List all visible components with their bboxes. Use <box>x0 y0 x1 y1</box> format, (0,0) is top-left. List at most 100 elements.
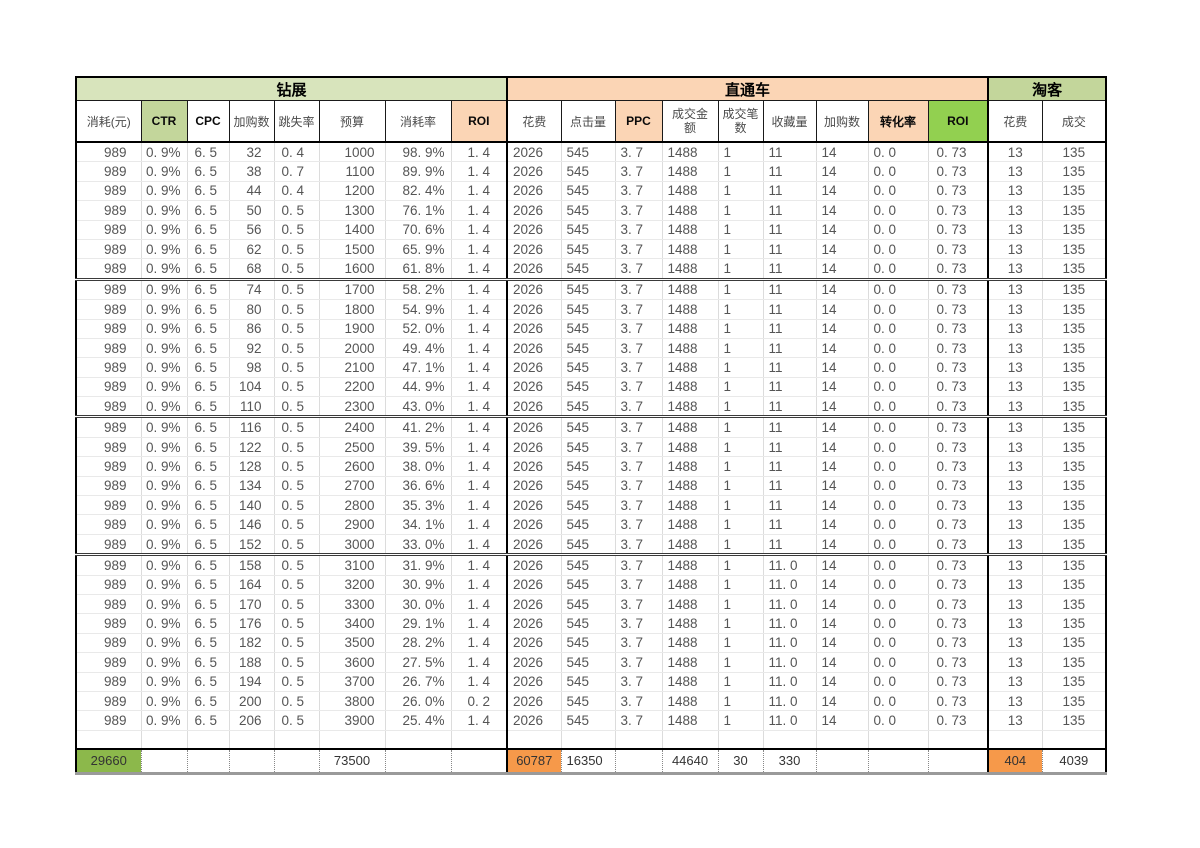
data-cell[interactable]: 2026 <box>506 338 562 359</box>
data-cell[interactable]: 1800 <box>319 299 386 320</box>
data-cell[interactable]: 13 <box>987 691 1043 712</box>
data-cell[interactable]: 13 <box>987 554 1043 576</box>
data-cell[interactable]: 6. 5 <box>187 495 230 516</box>
data-cell[interactable]: 56 <box>229 220 275 240</box>
data-cell[interactable]: 989 <box>76 161 142 182</box>
data-cell[interactable]: 1. 4 <box>451 142 508 163</box>
data-cell[interactable]: 1. 4 <box>451 258 508 281</box>
data-cell[interactable]: 3. 7 <box>615 575 663 595</box>
data-cell[interactable]: 158 <box>229 554 275 576</box>
data-cell[interactable]: 29. 1% <box>385 613 452 634</box>
data-cell[interactable]: 13 <box>987 672 1043 692</box>
data-cell[interactable]: 0. 0 <box>868 514 929 535</box>
data-cell[interactable]: 0. 73 <box>928 476 989 497</box>
total-cell-yusuan[interactable]: 73500 <box>318 747 386 775</box>
data-cell[interactable]: 11 <box>763 142 817 163</box>
data-cell[interactable]: 1 <box>718 613 764 634</box>
data-cell[interactable]: 989 <box>76 495 142 516</box>
data-cell[interactable]: 545 <box>561 299 616 320</box>
data-cell[interactable]: 1488 <box>662 594 719 615</box>
data-cell[interactable]: 2026 <box>506 710 562 731</box>
data-cell[interactable]: 0. 0 <box>868 319 929 339</box>
data-cell[interactable]: 0. 9% <box>141 710 188 731</box>
data-cell[interactable]: 11 <box>763 258 817 281</box>
data-cell[interactable]: 0. 5 <box>274 672 320 692</box>
data-cell[interactable]: 6. 5 <box>187 437 230 458</box>
data-cell[interactable]: 11. 0 <box>763 554 817 576</box>
data-cell[interactable]: 11 <box>763 377 817 398</box>
data-cell[interactable]: 1 <box>718 575 764 595</box>
data-cell[interactable]: 135 <box>1042 377 1107 398</box>
data-cell[interactable]: 989 <box>76 691 142 712</box>
data-cell[interactable]: 0. 5 <box>274 357 320 378</box>
column-header-chengjiao-bishu[interactable]: 成交笔数 <box>717 100 764 143</box>
data-cell[interactable]: 545 <box>561 514 616 535</box>
data-cell[interactable]: 1488 <box>662 299 719 320</box>
data-cell[interactable]: 47. 1% <box>385 357 452 378</box>
data-cell[interactable]: 135 <box>1042 239 1107 260</box>
data-cell[interactable]: 2026 <box>506 633 562 654</box>
data-cell[interactable]: 1 <box>718 220 764 240</box>
data-cell[interactable]: 6. 5 <box>187 652 230 673</box>
data-cell[interactable]: 3. 7 <box>615 633 663 654</box>
data-cell[interactable]: 206 <box>229 710 275 731</box>
data-cell[interactable]: 0. 5 <box>274 437 320 458</box>
total-cell-roi-ztc[interactable] <box>927 747 989 775</box>
data-cell[interactable]: 0. 5 <box>274 514 320 535</box>
data-cell[interactable]: 1 <box>718 416 764 438</box>
column-header-ppc[interactable]: PPC <box>614 100 663 143</box>
data-cell[interactable]: 1488 <box>662 279 719 301</box>
data-cell[interactable]: 3700 <box>319 672 386 692</box>
data-cell[interactable]: 545 <box>561 575 616 595</box>
data-cell[interactable]: 1. 4 <box>451 633 508 654</box>
data-cell[interactable]: 0. 9% <box>141 181 188 202</box>
total-cell-huafei-ztc[interactable]: 60787 <box>506 747 562 775</box>
data-cell[interactable]: 13 <box>987 575 1043 595</box>
data-cell[interactable]: 989 <box>76 220 142 240</box>
data-cell[interactable]: 1488 <box>662 710 719 731</box>
data-cell[interactable]: 61. 8% <box>385 258 452 281</box>
data-cell[interactable]: 989 <box>76 514 142 535</box>
data-cell[interactable]: 0. 9% <box>141 258 188 281</box>
data-cell[interactable]: 2800 <box>319 495 386 516</box>
data-cell[interactable]: 0. 73 <box>928 691 989 712</box>
data-cell[interactable]: 13 <box>987 142 1043 163</box>
data-cell[interactable]: 989 <box>76 357 142 378</box>
data-cell[interactable]: 0. 5 <box>274 338 320 359</box>
data-cell[interactable]: 32 <box>229 142 275 163</box>
data-cell[interactable]: 2026 <box>506 396 562 419</box>
column-header-xiaohao-yuan[interactable]: 消耗(元) <box>75 100 142 143</box>
empty-cell[interactable] <box>662 730 719 749</box>
data-cell[interactable]: 989 <box>76 534 142 557</box>
data-cell[interactable]: 0. 5 <box>274 319 320 339</box>
column-header-chengjiao-taoke[interactable]: 成交 <box>1041 100 1107 143</box>
data-cell[interactable]: 3. 7 <box>615 514 663 535</box>
data-cell[interactable]: 6. 5 <box>187 338 230 359</box>
empty-cell[interactable] <box>187 730 230 749</box>
data-cell[interactable]: 135 <box>1042 437 1107 458</box>
data-cell[interactable]: 1 <box>718 514 764 535</box>
column-header-ctr[interactable]: CTR <box>140 100 188 143</box>
data-cell[interactable]: 82. 4% <box>385 181 452 202</box>
data-cell[interactable]: 13 <box>987 476 1043 497</box>
data-cell[interactable]: 0. 5 <box>274 575 320 595</box>
data-cell[interactable]: 14 <box>816 142 869 163</box>
data-cell[interactable]: 1488 <box>662 514 719 535</box>
data-cell[interactable]: 135 <box>1042 710 1107 731</box>
empty-cell[interactable] <box>141 730 188 749</box>
data-cell[interactable]: 1400 <box>319 220 386 240</box>
data-cell[interactable]: 152 <box>229 534 275 557</box>
data-cell[interactable]: 11 <box>763 279 817 301</box>
data-cell[interactable]: 6. 5 <box>187 575 230 595</box>
data-cell[interactable]: 0. 9% <box>141 299 188 320</box>
data-cell[interactable]: 1488 <box>662 437 719 458</box>
total-cell-huafei-taoke[interactable]: 404 <box>987 747 1043 775</box>
data-cell[interactable]: 3. 7 <box>615 476 663 497</box>
data-cell[interactable]: 0. 9% <box>141 613 188 634</box>
data-cell[interactable]: 1. 4 <box>451 279 508 301</box>
data-cell[interactable]: 135 <box>1042 279 1107 301</box>
empty-cell[interactable] <box>928 730 989 749</box>
data-cell[interactable]: 13 <box>987 514 1043 535</box>
data-cell[interactable]: 0. 9% <box>141 416 188 438</box>
data-cell[interactable]: 11 <box>763 534 817 557</box>
